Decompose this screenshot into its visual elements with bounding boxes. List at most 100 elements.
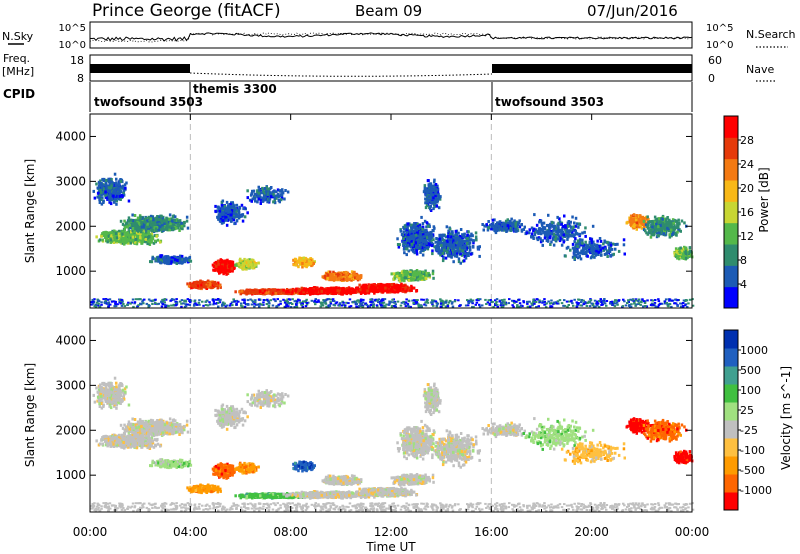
power-cell — [163, 219, 167, 223]
power-cell — [98, 201, 102, 204]
power-cell — [110, 180, 113, 184]
power-cell — [118, 180, 121, 184]
power-cell — [144, 237, 148, 241]
power-cell — [121, 232, 124, 236]
power-cell — [154, 229, 157, 233]
power-cell — [144, 234, 148, 238]
power-cell — [122, 191, 125, 195]
power-cell — [265, 291, 268, 295]
power-cell — [128, 223, 131, 227]
power-cell — [108, 198, 112, 202]
power-cell — [225, 223, 229, 227]
power-cell — [159, 261, 163, 265]
power-cell — [149, 217, 153, 221]
power-cell — [238, 290, 241, 294]
power-cell — [125, 181, 128, 185]
power-cell — [166, 222, 169, 226]
power-cell — [116, 185, 119, 189]
power-cell — [139, 219, 142, 222]
power-cell — [181, 227, 184, 231]
power-cell — [131, 213, 134, 217]
power-cell — [145, 219, 149, 223]
power-cell — [132, 238, 136, 242]
power-cell — [245, 291, 249, 294]
power-cell — [123, 239, 126, 243]
power-cell — [273, 196, 277, 200]
cpid-segment-1: twofsound 3503 — [94, 95, 203, 109]
power-cell — [120, 240, 124, 243]
power-cell — [112, 194, 115, 198]
power-cell — [180, 221, 183, 225]
noise-search-line — [89, 32, 693, 43]
power-cell — [127, 239, 130, 243]
power-cell — [102, 231, 105, 235]
power-cell — [151, 215, 154, 219]
power-cell — [149, 223, 153, 227]
power-cell — [261, 186, 264, 190]
power-cell — [133, 222, 136, 226]
power-cell — [115, 181, 118, 185]
power-cell — [140, 225, 144, 229]
power-cell — [269, 195, 273, 199]
power-cell — [136, 231, 140, 234]
power-cell — [113, 235, 117, 239]
power-cell — [100, 190, 103, 194]
power-cell — [151, 235, 154, 239]
power-cell — [165, 226, 168, 230]
power-cell — [161, 227, 164, 231]
power-cell — [105, 231, 108, 234]
power-cell — [95, 235, 98, 239]
power-cell — [154, 222, 157, 226]
power-cell — [114, 187, 117, 191]
power-cell — [168, 228, 171, 232]
power-cell — [141, 231, 145, 235]
power-cell — [110, 184, 113, 188]
power-cell — [263, 187, 267, 190]
power-cell — [282, 288, 285, 292]
power-cell — [159, 258, 163, 262]
power-cell — [173, 227, 177, 231]
power-cell — [189, 259, 193, 263]
power-cell — [131, 227, 135, 230]
power-cell — [115, 239, 119, 243]
power-cell — [221, 199, 225, 203]
power-cell — [246, 211, 249, 215]
power-cell — [257, 261, 260, 265]
power-cell — [261, 199, 265, 203]
power-cell — [220, 268, 224, 272]
power-cell — [105, 178, 108, 182]
power-cell — [242, 266, 246, 270]
power-cell — [105, 187, 109, 191]
power-cell — [148, 224, 151, 228]
power-cell — [150, 232, 154, 236]
power-cell — [119, 179, 123, 183]
power-cell — [146, 239, 149, 243]
power-cell — [119, 190, 122, 194]
power-cell — [186, 226, 190, 230]
power-cell — [157, 221, 161, 225]
power-cell — [258, 188, 261, 192]
power-cell — [283, 197, 286, 201]
power-cell — [153, 239, 157, 243]
power-cell — [134, 231, 138, 235]
power-cell — [239, 265, 242, 269]
power-cell — [136, 234, 139, 238]
power-cell — [125, 237, 129, 241]
power-cell — [168, 213, 172, 217]
power-cell — [217, 217, 220, 221]
power-cell — [225, 206, 228, 210]
power-cell — [250, 199, 253, 203]
power-cell — [120, 196, 123, 200]
power-cell — [154, 257, 157, 261]
freq-panel: Freq. [MHz] 18 8 60 0 Nave — [2, 52, 776, 85]
noise-left-tick-bottom: 10^0 — [59, 40, 86, 51]
power-cell — [203, 281, 206, 285]
power-cell — [229, 210, 232, 214]
power-cell — [176, 259, 179, 262]
power-cell — [113, 193, 117, 197]
power-cell — [110, 178, 113, 181]
power-cell — [101, 232, 104, 236]
power-cell — [184, 256, 187, 260]
power-cell — [162, 219, 165, 223]
power-cell — [137, 229, 140, 233]
